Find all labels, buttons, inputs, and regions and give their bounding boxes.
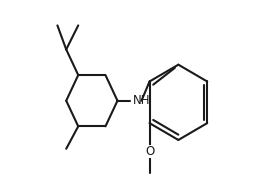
Text: NH: NH — [133, 94, 150, 107]
Text: O: O — [145, 145, 154, 158]
